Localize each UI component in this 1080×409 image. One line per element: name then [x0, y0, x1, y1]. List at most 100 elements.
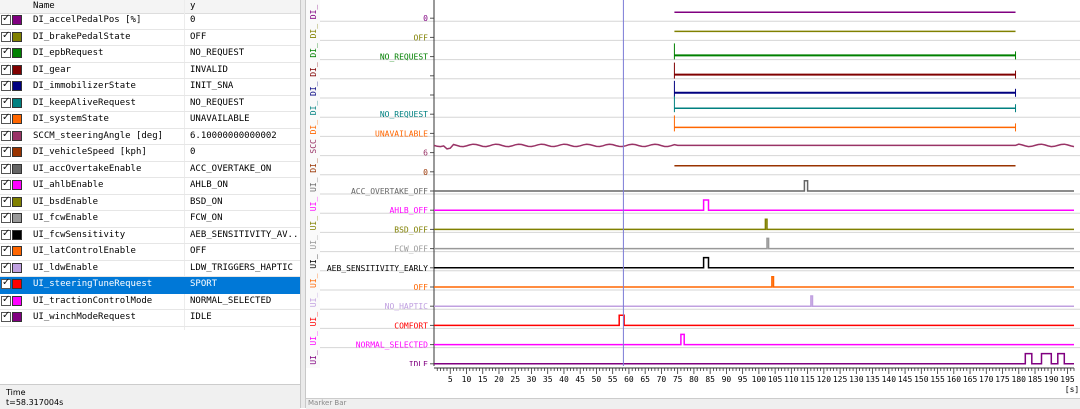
lane-tag: DI_ — [309, 101, 318, 116]
signal-name: DI_brakePedalState — [33, 31, 131, 42]
color-swatch[interactable] — [12, 213, 22, 223]
lane-tag: DI_ — [309, 81, 318, 96]
signal-trace — [434, 180, 1074, 192]
color-swatch[interactable] — [12, 163, 22, 174]
lane-level-label: 6 — [423, 149, 428, 158]
x-tick-label: 60 — [624, 375, 634, 384]
x-tick-label: 70 — [657, 375, 667, 384]
x-tick-label: 130 — [849, 375, 864, 384]
visibility-checkbox[interactable] — [1, 129, 11, 141]
visibility-checkbox[interactable] — [1, 195, 11, 207]
signal-name: UI_ahlbEnable — [33, 180, 104, 190]
color-swatch[interactable] — [12, 196, 22, 207]
signal-value: INVALID — [190, 64, 228, 75]
signal-row[interactable]: DI_brakePedalState OFF — [0, 30, 300, 46]
x-tick-label: 145 — [898, 375, 913, 384]
color-swatch[interactable] — [12, 147, 22, 157]
name-column-header[interactable]: Name — [33, 1, 55, 11]
visibility-checkbox[interactable] — [1, 79, 11, 91]
signal-row[interactable]: UI_fcwEnable FCW_ON — [0, 211, 300, 228]
visibility-checkbox[interactable] — [1, 145, 11, 157]
visibility-checkbox[interactable] — [1, 211, 11, 223]
signal-value: ACC_OVERTAKE_ON — [190, 163, 272, 174]
signal-list-panel: Name y DI_accelPedalPos [%] 0 DI_brakePeda… — [0, 0, 304, 409]
visibility-checkbox[interactable] — [1, 13, 11, 25]
visibility-checkbox[interactable] — [1, 261, 11, 273]
signal-trace — [434, 352, 1074, 365]
signal-trace — [434, 237, 1074, 250]
x-tick-label: 105 — [768, 375, 783, 384]
color-swatch[interactable] — [12, 130, 22, 141]
lane-level-label: FCW_OFF — [394, 245, 428, 254]
lane-tag: UI_ — [309, 350, 318, 365]
lane-tag: UI_ — [309, 254, 318, 269]
signal-row[interactable]: DI_systemState UNAVAILABLE — [0, 112, 300, 129]
signal-row[interactable]: UI_fcwSensitivity AEB_SENSITIVITY_AV... — [0, 228, 304, 244]
x-axis-band — [320, 366, 1080, 398]
signal-name: UI_tractionControlMode — [33, 295, 153, 306]
signal-row[interactable]: DI_accelPedalPos [%] 0 — [0, 13, 300, 30]
visibility-checkbox[interactable] — [1, 46, 11, 58]
signal-row[interactable]: UI_latControlEnable OFF — [0, 244, 300, 261]
visibility-checkbox[interactable] — [1, 112, 11, 124]
color-swatch[interactable] — [12, 246, 22, 256]
signal-row[interactable]: UI_accOvertakeEnable ACC_OVERTAKE_ON — [0, 162, 300, 178]
visibility-checkbox[interactable] — [1, 310, 11, 322]
signal-row[interactable]: UI_bsdEnable BSD_ON — [0, 195, 300, 211]
x-tick-label: 185 — [1028, 375, 1043, 384]
x-tick-label: 175 — [995, 375, 1010, 384]
color-swatch[interactable] — [12, 180, 22, 190]
color-swatch[interactable] — [12, 229, 22, 240]
signal-name: UI_bsdEnable — [33, 196, 99, 207]
signal-row[interactable]: SCCM_steeringAngle [deg] 6.10000000000002 — [0, 129, 300, 145]
value-column-header[interactable]: y — [190, 1, 196, 11]
x-tick-label: 160 — [947, 375, 962, 384]
panel-splitter[interactable] — [300, 0, 306, 408]
visibility-checkbox[interactable] — [1, 228, 11, 240]
color-swatch[interactable] — [12, 97, 22, 108]
color-swatch[interactable] — [12, 312, 22, 322]
visibility-checkbox[interactable] — [1, 277, 11, 289]
visibility-checkbox[interactable] — [1, 162, 11, 174]
lane-level-label: AEB_SENSITIVITY_EARLY — [327, 264, 428, 273]
signal-trace — [433, 143, 1075, 150]
signal-name: DI_gear — [33, 64, 71, 75]
signal-trace — [434, 199, 1074, 211]
color-swatch[interactable] — [12, 295, 22, 306]
signal-row[interactable]: UI_tractionControlMode NORMAL_SELECTED — [0, 294, 300, 310]
signal-row[interactable]: UI_winchModeRequest IDLE — [0, 310, 300, 327]
color-swatch[interactable] — [12, 279, 22, 289]
visibility-checkbox[interactable] — [1, 30, 11, 42]
visibility-checkbox[interactable] — [1, 294, 11, 306]
color-swatch[interactable] — [12, 31, 22, 42]
signal-row[interactable]: DI_keepAliveRequest NO_REQUEST — [0, 96, 300, 112]
signal-row[interactable]: DI_epbRequest NO_REQUEST — [0, 46, 300, 63]
signal-row[interactable]: UI_steeringTuneRequest SPORT — [0, 277, 300, 294]
color-swatch[interactable] — [12, 262, 22, 273]
color-swatch[interactable] — [12, 114, 22, 124]
color-swatch[interactable] — [12, 48, 22, 58]
time-value: t=58.317004s — [6, 398, 64, 407]
signal-name: DI_keepAliveRequest — [33, 97, 136, 108]
x-tick-label: 165 — [963, 375, 978, 384]
lane-level-label: UNAVAILABLE — [375, 129, 428, 138]
x-tick-label: 85 — [705, 375, 715, 384]
x-tick-label: 5 — [448, 375, 453, 384]
signal-value: FCW_ON — [190, 213, 223, 223]
signal-row[interactable]: DI_immobilizerState INIT_SNA — [0, 79, 300, 96]
x-tick-label: 25 — [510, 375, 520, 384]
color-swatch[interactable] — [12, 15, 22, 25]
visibility-checkbox[interactable] — [1, 63, 11, 75]
signal-row[interactable]: UI_ldwEnable LDW_TRIGGERS_HAPTIC — [0, 261, 300, 277]
signal-row[interactable]: UI_ahlbEnable AHLB_ON — [0, 178, 300, 195]
color-swatch[interactable] — [12, 81, 22, 91]
color-swatch[interactable] — [12, 64, 22, 75]
visibility-checkbox[interactable] — [1, 178, 11, 190]
visibility-checkbox[interactable] — [1, 244, 11, 256]
signal-row[interactable]: DI_gear INVALID — [0, 63, 300, 79]
lane-tag: SCC — [309, 139, 318, 154]
signal-plot-area[interactable]: DI_ 0 DI_ OFF DI_ NO_REQUEST DI_ DI_ DI_ NO_REQUE… — [306, 0, 1080, 398]
signal-value: UNAVAILABLE — [190, 114, 250, 124]
visibility-checkbox[interactable] — [1, 96, 11, 108]
signal-row[interactable]: DI_vehicleSpeed [kph] 0 — [0, 145, 300, 162]
